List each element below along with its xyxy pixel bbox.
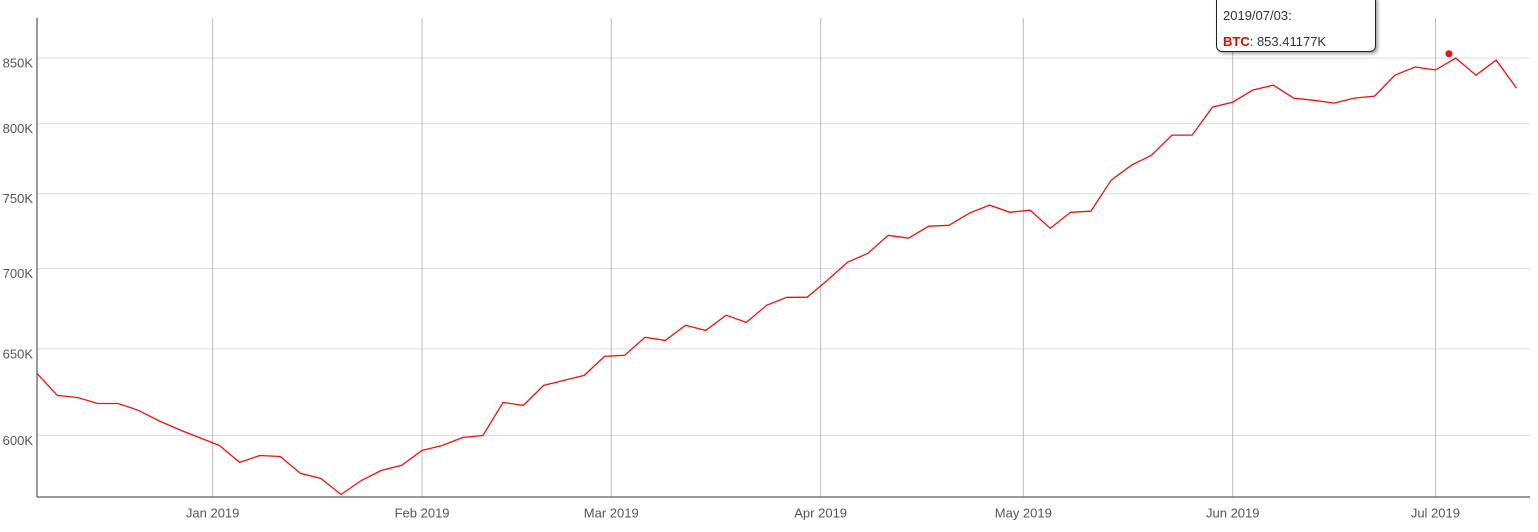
tooltip-row: BTC: 853.41177K [1223,29,1369,55]
x-tick-label: Jun 2019 [1206,505,1260,520]
y-tick-label: 750K [3,191,34,206]
tooltip-title: 2019/07/03: [1223,8,1292,23]
y-tick-label: 600K [3,433,34,448]
x-tick-label: Jan 2019 [186,505,240,520]
tooltip: 2019/07/03: BTC: 853.41177K [1216,0,1376,52]
hover-point [1445,50,1453,58]
y-tick-label: 700K [3,266,34,281]
tooltip-series: BTC [1223,34,1250,49]
x-tick-label: Mar 2019 [584,505,639,520]
y-tick-label: 800K [3,121,34,136]
y-tick-label: 850K [3,56,34,71]
x-tick-label: Feb 2019 [395,505,450,520]
series-line [36,57,1518,496]
x-tick-label: Apr 2019 [794,505,847,520]
y-tick-label: 650K [3,346,34,361]
x-tick-label: Jul 2019 [1411,505,1460,520]
tooltip-value: : 853.41177K [1249,34,1327,49]
x-tick-label: May 2019 [995,505,1052,520]
